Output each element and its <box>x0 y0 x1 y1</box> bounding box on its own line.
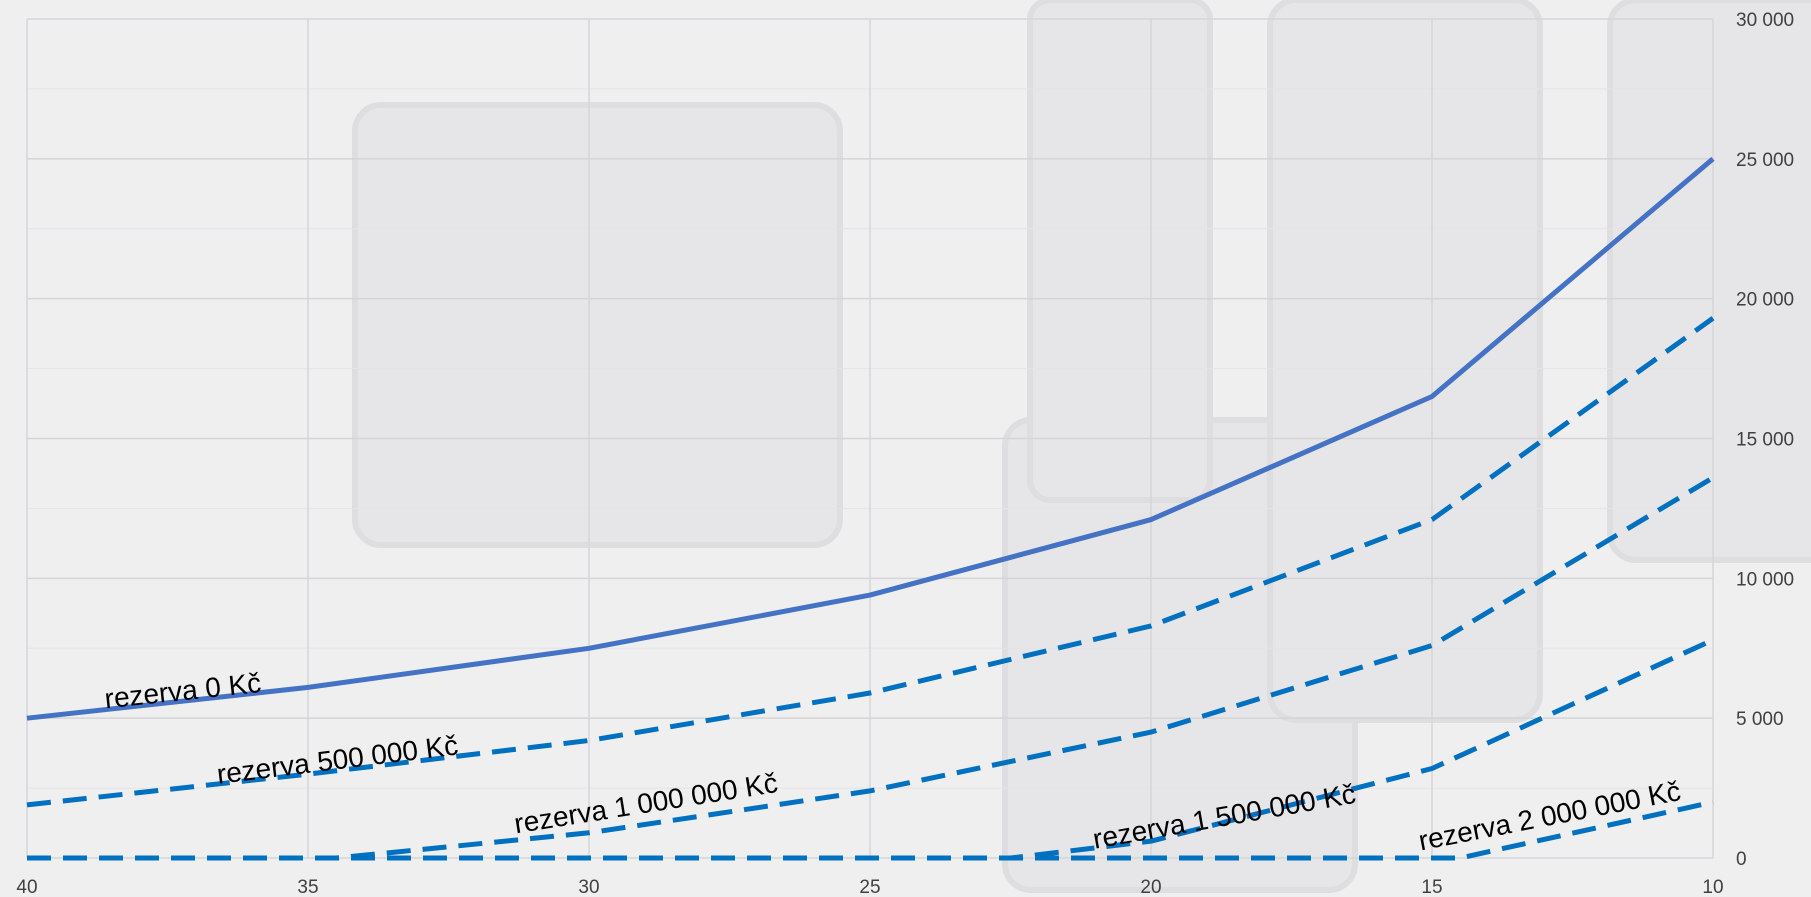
y-axis-ticks: 0 5 000 10 000 15 000 20 000 25 000 30 000 <box>1736 10 1794 870</box>
grid <box>26 18 1714 859</box>
x-tick-label: 20 <box>1140 877 1161 897</box>
x-tick-label: 35 <box>297 877 318 897</box>
series-label-0: rezerva 0 Kč <box>103 667 263 714</box>
x-tick-label: 15 <box>1421 877 1442 897</box>
x-tick-label: 30 <box>578 877 599 897</box>
background-decoration <box>352 0 1811 893</box>
background-shape <box>1267 0 1543 723</box>
y-tick-label: 20 000 <box>1736 290 1794 311</box>
y-tick-label: 10 000 <box>1736 569 1794 590</box>
x-axis-ticks: 40 35 30 25 20 15 10 <box>16 877 1723 897</box>
y-tick-label: 5 000 <box>1736 709 1784 730</box>
series-line-4 <box>27 799 1714 861</box>
background-shape <box>352 102 843 548</box>
series-label-2: rezerva 1 000 000 Kč <box>512 767 780 839</box>
x-tick-label: 10 <box>1702 877 1723 897</box>
background-shape <box>1027 0 1213 503</box>
x-tick-label: 25 <box>859 877 880 897</box>
y-tick-label: 0 <box>1736 849 1747 870</box>
series-line-1 <box>26 316 1715 808</box>
x-tick-label: 40 <box>16 877 37 897</box>
series-line-0 <box>26 156 1715 721</box>
background-shape <box>1607 0 1811 563</box>
y-tick-label: 25 000 <box>1736 150 1794 171</box>
y-tick-label: 15 000 <box>1736 430 1794 451</box>
series-label-1: rezerva 500 000 Kč <box>215 729 460 789</box>
series-lines <box>26 156 1715 861</box>
y-tick-label: 30 000 <box>1736 10 1794 31</box>
